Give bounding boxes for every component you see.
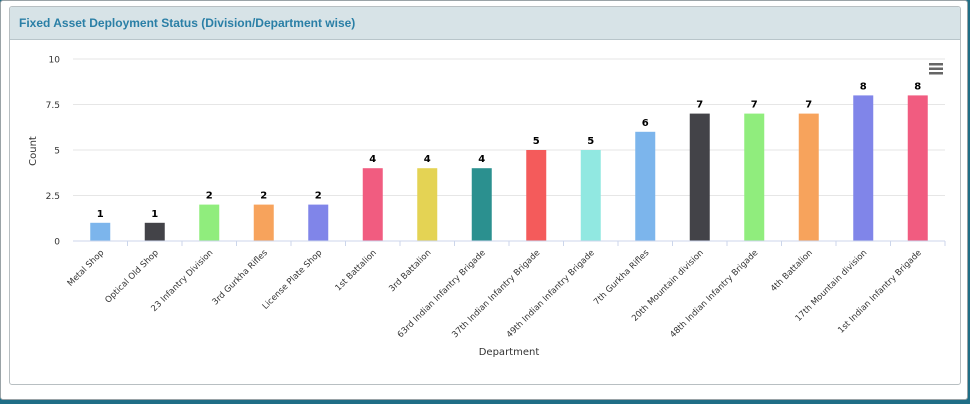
bar[interactable]: [907, 95, 928, 242]
y-axis-label: Count: [28, 136, 39, 166]
bar[interactable]: [744, 113, 765, 241]
bar-chart: 0 2.5 5 7.5 10 1 1 2 2 2 4 4 4 5 5 6 7 7 7 8 8 Metal ShopOp…: [28, 56, 946, 358]
bar[interactable]: [580, 150, 601, 241]
y-axis-ticks: 0 2.5 5 7.5 10: [46, 56, 61, 248]
y-tick-label: 7.5: [46, 101, 60, 111]
bar[interactable]: [471, 168, 492, 241]
data-label: 7: [696, 100, 703, 111]
chart-panel: Fixed Asset Deployment Status (Division/…: [9, 6, 961, 385]
x-tick-label: 63rd Indian Infantry Brigade: [396, 248, 488, 340]
bar[interactable]: [362, 168, 383, 241]
y-tick-label: 5: [54, 147, 60, 157]
x-tick-label: 3rd Gurkha Rifles: [211, 248, 271, 308]
y-tick-label: 10: [49, 56, 61, 66]
panel-title: Fixed Asset Deployment Status (Division/…: [19, 16, 356, 30]
bars: [90, 95, 928, 242]
data-label: 4: [478, 154, 485, 165]
x-tick-label: License Plate Shop: [261, 248, 325, 312]
data-label: 4: [424, 154, 431, 165]
data-label: 6: [642, 118, 649, 129]
data-label: 8: [860, 81, 867, 92]
bar[interactable]: [253, 204, 274, 241]
data-label: 7: [751, 100, 758, 111]
x-tick-label: Metal Shop: [66, 248, 107, 289]
bar[interactable]: [853, 95, 874, 242]
x-tick-label: 49th Indian Infantry Brigade: [505, 248, 597, 340]
data-label: 2: [315, 191, 322, 202]
bar[interactable]: [798, 113, 819, 241]
data-label: 5: [533, 136, 540, 147]
y-tick-label: 2.5: [46, 192, 60, 202]
x-tick-label: 37th Indian Infantry Brigade: [450, 248, 542, 340]
bar[interactable]: [199, 204, 220, 241]
data-label: 1: [151, 209, 158, 220]
x-tick-label: 3rd Battalion: [387, 248, 433, 294]
data-labels: 1 1 2 2 2 4 4 4 5 5 6 7 7 7 8 8: [97, 81, 922, 219]
chart-area: 0 2.5 5 7.5 10 1 1 2 2 2 4 4 4 5 5 6 7 7 7 8 8 Metal Shop Op…: [10, 41, 960, 384]
data-label: 2: [260, 191, 267, 202]
x-tick-label: Optical Old Shop: [103, 248, 160, 305]
data-label: 2: [206, 191, 213, 202]
x-tick-label: 23 Infantry Division: [149, 248, 215, 314]
bar[interactable]: [526, 150, 547, 241]
data-label: 5: [587, 136, 594, 147]
data-label: 4: [369, 154, 376, 165]
x-axis-label: Department: [479, 347, 540, 358]
data-label: 7: [805, 100, 812, 111]
x-tick-label: 7th Gurkha Rifles: [592, 248, 652, 308]
bar[interactable]: [689, 113, 710, 241]
data-label: 8: [914, 81, 921, 92]
bar[interactable]: [417, 168, 438, 241]
hamburger-menu-icon[interactable]: [929, 63, 943, 75]
x-tick-label: 48th Indian Infantry Brigade: [668, 248, 760, 340]
bar[interactable]: [144, 222, 165, 241]
panel-header: Fixed Asset Deployment Status (Division/…: [10, 7, 960, 40]
y-tick-label: 0: [54, 238, 60, 248]
bar[interactable]: [635, 131, 656, 241]
bar[interactable]: [90, 222, 111, 241]
data-label: 1: [97, 209, 104, 220]
x-tick-label: 1st Battalion: [334, 248, 379, 293]
x-tick-label: 4th Battalion: [769, 248, 815, 294]
bar[interactable]: [308, 204, 329, 241]
